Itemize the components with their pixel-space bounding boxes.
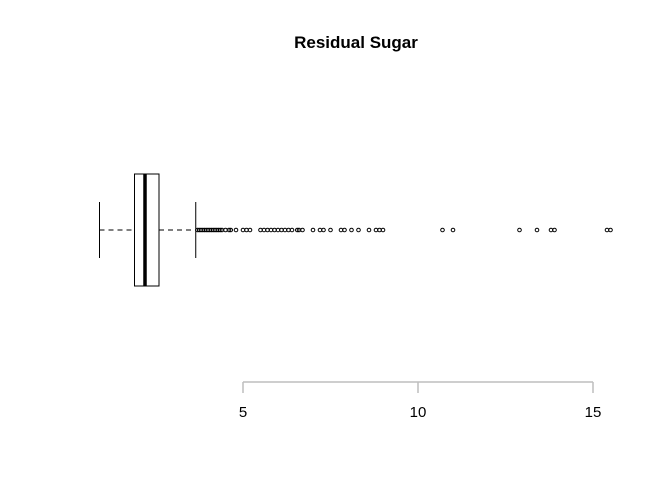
outlier-point bbox=[450, 227, 456, 233]
x-axis: 5 10 15 bbox=[239, 381, 602, 421]
outlier-point bbox=[217, 227, 223, 233]
outlier-point bbox=[294, 227, 300, 233]
outlier-point bbox=[328, 227, 333, 233]
outlier-point bbox=[310, 227, 316, 233]
outlier-point bbox=[233, 227, 239, 233]
x-tick-label: 5 bbox=[239, 404, 247, 421]
outlier-point bbox=[226, 227, 232, 233]
outlier-point bbox=[321, 227, 326, 233]
outlier-point bbox=[552, 227, 557, 233]
chart-title: Residual Sugar bbox=[294, 33, 418, 52]
plot-area bbox=[99, 173, 613, 287]
outlier-point bbox=[366, 227, 372, 233]
x-tick-label: 10 bbox=[410, 404, 427, 421]
outlier-point bbox=[349, 227, 354, 233]
outlier-point bbox=[517, 227, 522, 233]
outlier-points bbox=[195, 227, 613, 233]
outlier-point bbox=[289, 227, 295, 233]
outlier-point bbox=[534, 227, 540, 233]
outlier-point bbox=[440, 227, 445, 233]
outlier-point bbox=[608, 227, 613, 233]
outlier-point bbox=[342, 227, 347, 233]
outlier-point bbox=[380, 227, 386, 233]
x-tick-label: 15 bbox=[585, 404, 602, 421]
outlier-point bbox=[228, 227, 234, 233]
outlier-point bbox=[247, 227, 253, 233]
outlier-point bbox=[300, 227, 305, 233]
outlier-point bbox=[356, 227, 361, 233]
